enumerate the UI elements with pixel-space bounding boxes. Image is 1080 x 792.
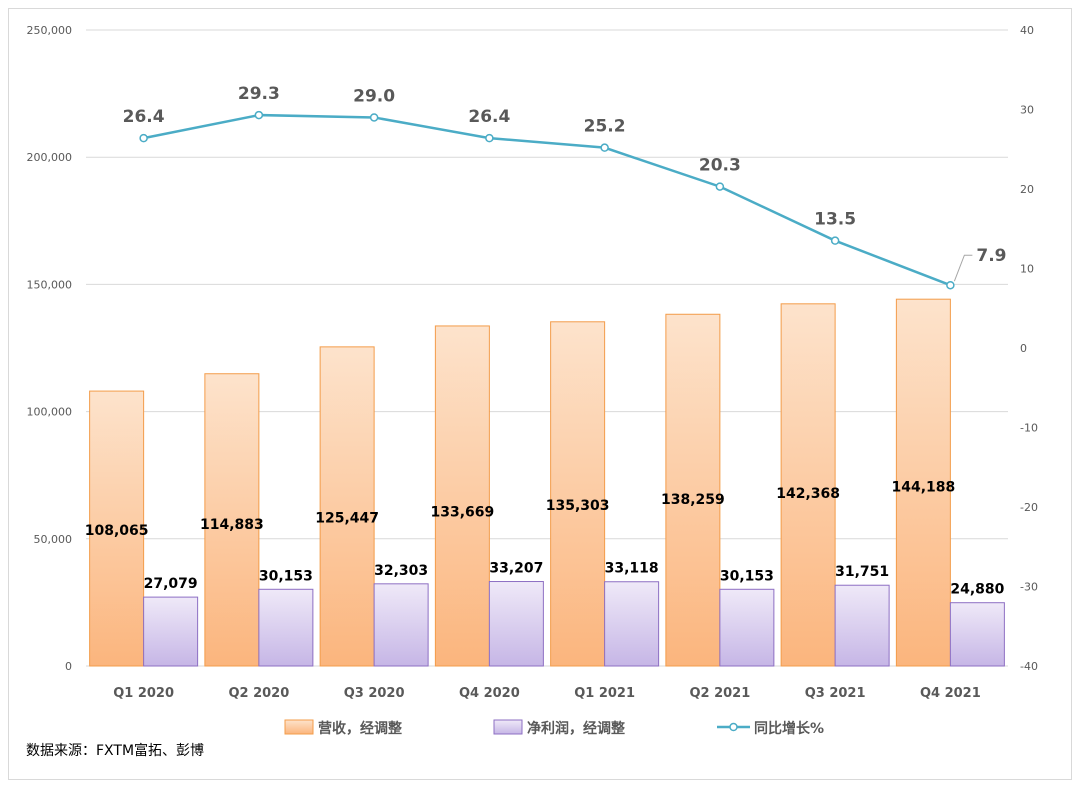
growth-label: 29.3	[238, 84, 280, 104]
y2-tick-label: -20	[1020, 501, 1038, 514]
profit-bar	[488, 581, 544, 667]
y2-tick-label: 10	[1020, 263, 1034, 276]
x-tick-label: Q2 2020	[228, 686, 289, 701]
profit-bar	[834, 584, 890, 667]
profit-label: 30,153	[259, 568, 313, 584]
x-tick-label: Q3 2020	[344, 686, 405, 701]
revenue-label: 135,303	[546, 498, 610, 514]
revenue-bar	[550, 321, 606, 667]
y-tick-label: 0	[65, 660, 72, 673]
profit-bar	[719, 588, 775, 667]
revenue-bar	[665, 313, 721, 667]
legend-marker-growth	[729, 722, 738, 732]
growth-point	[369, 113, 379, 122]
growth-point	[946, 280, 955, 290]
profit-label: 33,207	[489, 561, 543, 577]
y2-tick-label: 30	[1020, 104, 1034, 117]
revenue-label: 125,447	[315, 511, 379, 527]
profit-label: 33,118	[605, 561, 659, 577]
revenue-label: 114,883	[200, 517, 264, 533]
legend-swatch-revenue	[284, 719, 314, 735]
revenue-bar	[780, 303, 836, 667]
profit-bar	[143, 596, 199, 667]
y2-tick-label: 40	[1020, 24, 1034, 37]
leader-line	[953, 254, 973, 282]
x-tick-label: Q3 2021	[805, 686, 866, 701]
growth-label: 29.0	[353, 86, 395, 106]
y-tick-label: 200,000	[27, 151, 73, 164]
profit-label: 32,303	[374, 563, 428, 579]
revenue-bar	[89, 390, 145, 667]
revenue-bar	[204, 373, 260, 667]
growth-label: 7.9	[976, 246, 1006, 266]
growth-label: 26.4	[468, 107, 510, 127]
revenue-bar	[434, 325, 490, 667]
profit-label: 31,751	[835, 564, 889, 580]
revenue-bar	[319, 346, 375, 667]
x-tick-label: Q1 2021	[574, 686, 635, 701]
profit-bar	[949, 602, 1005, 667]
y-tick-label: 50,000	[34, 533, 73, 546]
growth-point	[830, 236, 840, 245]
revenue-bar	[895, 298, 951, 667]
legend-label-growth: 同比增长%	[754, 720, 824, 737]
legend-label-revenue: 营收，经调整	[318, 720, 403, 737]
revenue-label: 144,188	[891, 480, 955, 496]
y-tick-label: 150,000	[27, 278, 73, 291]
x-tick-label: Q4 2020	[459, 686, 520, 701]
source-note: 数据来源：FXTM富拓、彭博	[26, 743, 205, 759]
y2-tick-label: 0	[1020, 342, 1027, 355]
x-tick-label: Q1 2020	[113, 686, 174, 701]
profit-bar	[604, 581, 660, 667]
growth-point	[715, 182, 725, 191]
legend-swatch-profit	[493, 719, 523, 735]
profit-label: 30,153	[720, 568, 774, 584]
growth-label: 20.3	[699, 156, 741, 176]
growth-point	[600, 143, 609, 152]
legend-label-profit: 净利润，经调整	[527, 720, 626, 737]
revenue-label: 133,669	[430, 504, 494, 520]
growth-label: 13.5	[814, 210, 856, 230]
profit-bar	[258, 588, 314, 667]
x-tick-label: Q2 2021	[689, 686, 750, 701]
growth-label: 26.4	[123, 107, 165, 127]
growth-line	[143, 113, 951, 287]
growth-label: 25.2	[584, 117, 626, 137]
revenue-label: 108,065	[85, 523, 149, 539]
profit-label: 24,880	[950, 582, 1004, 598]
y-tick-label: 100,000	[27, 406, 73, 419]
growth-point	[139, 133, 148, 143]
growth-point	[254, 110, 264, 120]
y2-tick-label: -30	[1020, 581, 1038, 594]
profit-label: 27,079	[144, 576, 198, 592]
y-tick-label: 250,000	[27, 24, 73, 37]
y2-tick-label: 20	[1020, 183, 1034, 196]
x-tick-label: Q4 2021	[920, 686, 981, 701]
y2-tick-label: -40	[1020, 660, 1038, 673]
revenue-label: 142,368	[776, 486, 840, 502]
profit-bar	[373, 583, 429, 667]
y2-tick-label: -10	[1020, 422, 1038, 435]
revenue-label: 138,259	[661, 492, 725, 508]
growth-point	[485, 133, 494, 143]
